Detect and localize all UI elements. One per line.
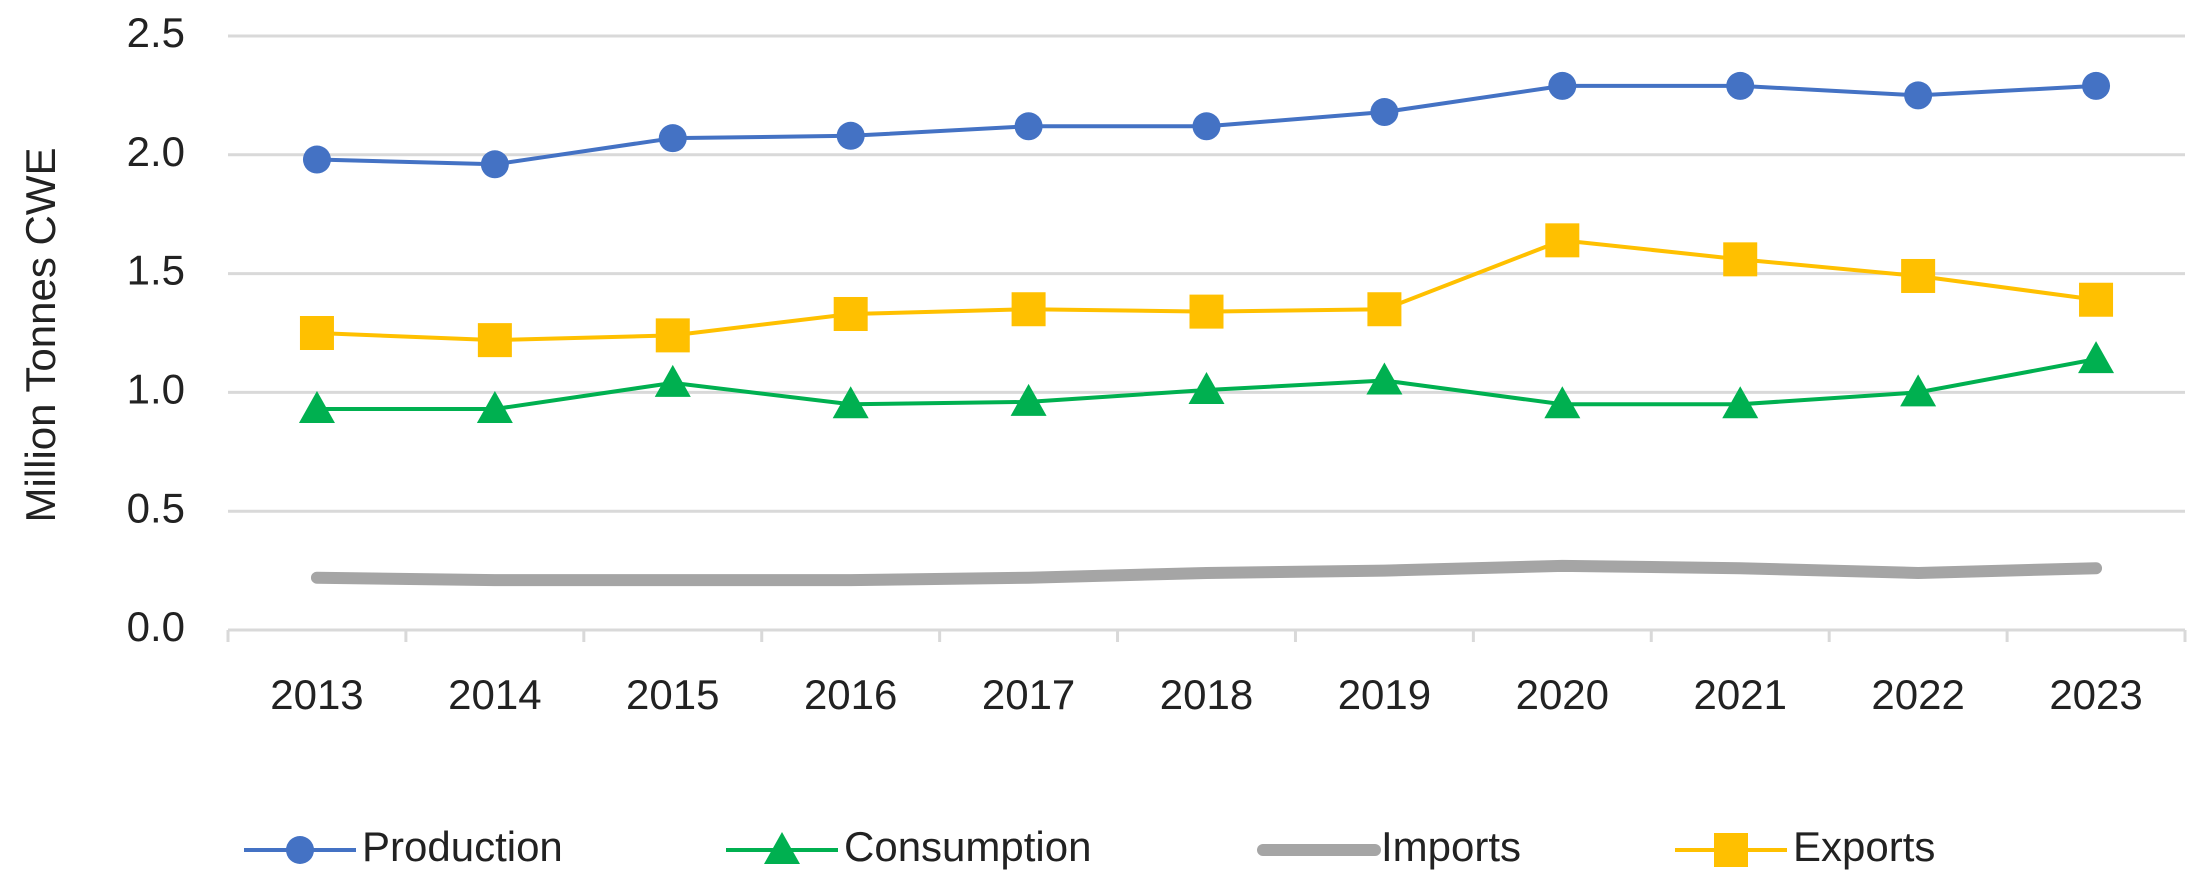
- x-tick-label: 2017: [982, 671, 1075, 718]
- data-point: [1548, 71, 1577, 100]
- data-point: [1901, 258, 1936, 293]
- data-point: [2082, 71, 2111, 100]
- y-tick-label: 1.0: [127, 365, 185, 412]
- x-tick-label: 2020: [1516, 671, 1609, 718]
- data-point: [1189, 294, 1224, 329]
- data-point: [832, 386, 869, 419]
- x-tick-label: 2019: [1338, 671, 1431, 718]
- data-point: [1722, 386, 1759, 419]
- data-point: [1544, 386, 1581, 419]
- data-point: [298, 391, 335, 424]
- y-tick-label: 0.0: [127, 603, 185, 650]
- data-point: [1900, 374, 1937, 407]
- data-point: [1726, 71, 1755, 100]
- series-line: [310, 559, 2103, 587]
- data-point: [477, 323, 512, 358]
- data-point: [2079, 282, 2114, 317]
- legend-marker: [1714, 833, 1748, 867]
- x-tick-label: 2013: [270, 671, 363, 718]
- y-axis-label: Million Tonnes CWE: [17, 147, 64, 522]
- y-tick-label: 0.5: [127, 484, 185, 531]
- y-tick-label: 1.5: [127, 247, 185, 294]
- data-point: [1545, 223, 1580, 258]
- x-tick-label: 2022: [1871, 671, 1964, 718]
- data-point: [833, 296, 868, 331]
- x-tick-label: 2018: [1160, 671, 1253, 718]
- y-tick-label: 2.5: [127, 9, 185, 56]
- data-point: [1192, 112, 1221, 141]
- legend-marker: [764, 832, 800, 864]
- data-point: [1370, 98, 1399, 127]
- data-point: [480, 150, 509, 179]
- data-point: [654, 364, 691, 397]
- legend-label: Consumption: [844, 823, 1091, 870]
- data-point: [836, 121, 865, 150]
- data-point: [302, 145, 331, 174]
- legend-label: Imports: [1381, 823, 1521, 870]
- data-point: [299, 316, 334, 350]
- data-point: [1723, 242, 1758, 277]
- data-point: [658, 124, 687, 153]
- data-point: [655, 318, 690, 353]
- legend-label: Production: [362, 823, 563, 870]
- data-point: [1014, 112, 1043, 141]
- x-tick-label: 2016: [804, 671, 897, 718]
- x-tick-label: 2015: [626, 671, 719, 718]
- y-tick-label: 2.0: [127, 128, 185, 175]
- data-point: [1188, 372, 1225, 405]
- legend-label: Exports: [1793, 823, 1935, 870]
- x-tick-label: 2014: [448, 671, 541, 718]
- x-tick-label: 2023: [2049, 671, 2142, 718]
- data-point: [476, 391, 513, 424]
- data-point: [1366, 362, 1403, 395]
- data-point: [1367, 292, 1402, 327]
- data-point: [2078, 341, 2115, 374]
- data-point: [1010, 383, 1047, 416]
- legend-marker: [286, 836, 314, 864]
- data-point: [1904, 81, 1933, 110]
- data-point: [1011, 292, 1046, 327]
- x-tick-label: 2021: [1694, 671, 1787, 718]
